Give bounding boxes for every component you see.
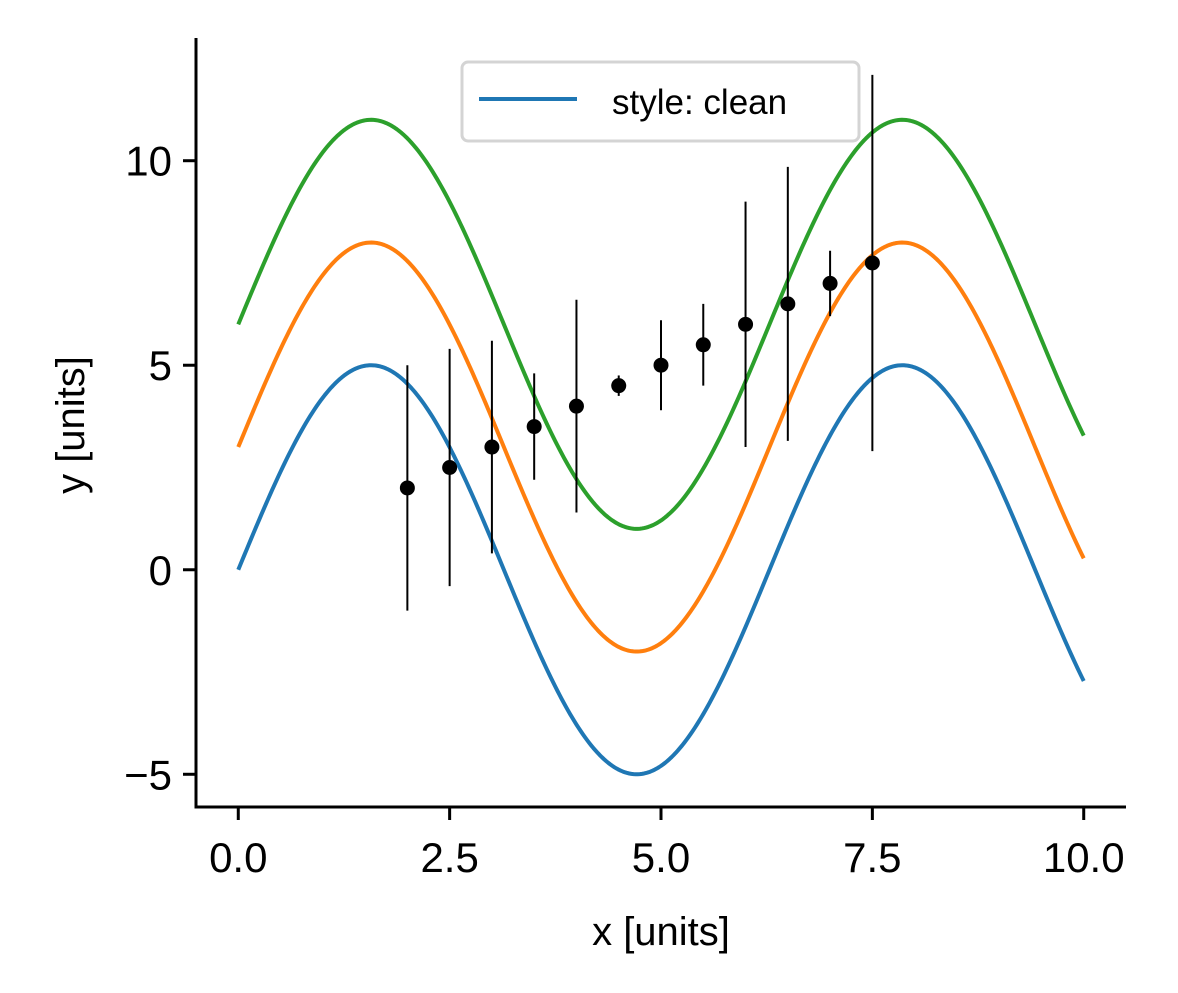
x-tick-label: 7.5 (843, 834, 901, 881)
x-tick-label: 2.5 (420, 834, 478, 881)
y-axis-label: y [units] (49, 356, 93, 494)
series-line-3 (236, 117, 1086, 531)
axes: 0.0 2.5 5.0 7.5 10.0 −5 0 5 10 (124, 38, 1126, 881)
data-point (442, 459, 458, 475)
x-tick-label: 5.0 (632, 834, 690, 881)
data-point (695, 337, 711, 353)
errorbar-series (399, 74, 880, 611)
data-point (399, 480, 415, 496)
y-tick-label: −5 (124, 751, 172, 798)
y-tick-label: 5 (149, 342, 172, 389)
x-axis-label: x [units] (592, 910, 730, 954)
data-point (568, 398, 584, 414)
data-point (780, 296, 796, 312)
y-tick-label: 0 (149, 547, 172, 594)
data-point (526, 419, 542, 435)
series-line-1 (236, 363, 1086, 777)
data-point (822, 275, 838, 291)
x-tick-label: 0.0 (209, 834, 267, 881)
data-point (484, 439, 500, 455)
data-point (738, 316, 754, 332)
series-line-2 (236, 240, 1086, 654)
legend: style: clean (460, 60, 861, 143)
legend-box (460, 60, 861, 143)
x-tick-label: 10.0 (1043, 834, 1125, 881)
legend-label: style: clean (612, 83, 787, 122)
y-tick-label: 10 (125, 138, 172, 185)
plot-area (236, 74, 1086, 777)
data-point (611, 378, 627, 394)
data-point (864, 255, 880, 271)
data-point (653, 357, 669, 373)
